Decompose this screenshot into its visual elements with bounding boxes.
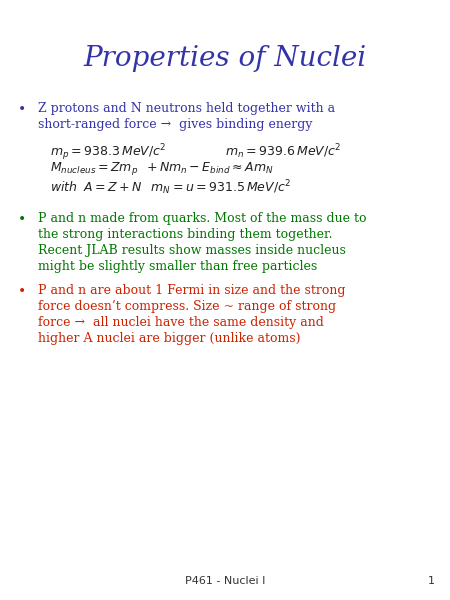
Text: P and n are about 1 Fermi in size and the strong: P and n are about 1 Fermi in size and th… <box>38 284 346 297</box>
Text: force doesn’t compress. Size ~ range of strong: force doesn’t compress. Size ~ range of … <box>38 300 336 313</box>
Text: •: • <box>18 212 26 226</box>
Text: force →  all nuclei have the same density and: force → all nuclei have the same density… <box>38 316 324 329</box>
Text: P461 - Nuclei I: P461 - Nuclei I <box>185 576 265 586</box>
Text: short-ranged force →  gives binding energy: short-ranged force → gives binding energ… <box>38 118 312 131</box>
Text: might be slightly smaller than free particles: might be slightly smaller than free part… <box>38 260 317 273</box>
Text: $m_p = 938.3\,MeV / c^2$: $m_p = 938.3\,MeV / c^2$ <box>50 142 166 163</box>
Text: Properties of Nuclei: Properties of Nuclei <box>83 45 367 72</box>
Text: $with \;\; A = Z + N \;\;\; m_N = u = 931.5\,MeV / c^2$: $with \;\; A = Z + N \;\;\; m_N = u = 93… <box>50 178 291 197</box>
Text: P and n made from quarks. Most of the mass due to: P and n made from quarks. Most of the ma… <box>38 212 366 225</box>
Text: Z protons and N neutrons held together with a: Z protons and N neutrons held together w… <box>38 102 335 115</box>
Text: $m_n = 939.6\,MeV / c^2$: $m_n = 939.6\,MeV / c^2$ <box>225 142 342 161</box>
Text: 1: 1 <box>428 576 435 586</box>
Text: •: • <box>18 284 26 298</box>
Text: higher A nuclei are bigger (unlike atoms): higher A nuclei are bigger (unlike atoms… <box>38 332 301 345</box>
Text: Recent JLAB results show masses inside nucleus: Recent JLAB results show masses inside n… <box>38 244 346 257</box>
Text: $M_{nucleus} = Zm_p \;\; + Nm_n - E_{bind} \approx Am_N$: $M_{nucleus} = Zm_p \;\; + Nm_n - E_{bin… <box>50 160 274 177</box>
Text: •: • <box>18 102 26 116</box>
Text: the strong interactions binding them together.: the strong interactions binding them tog… <box>38 228 333 241</box>
